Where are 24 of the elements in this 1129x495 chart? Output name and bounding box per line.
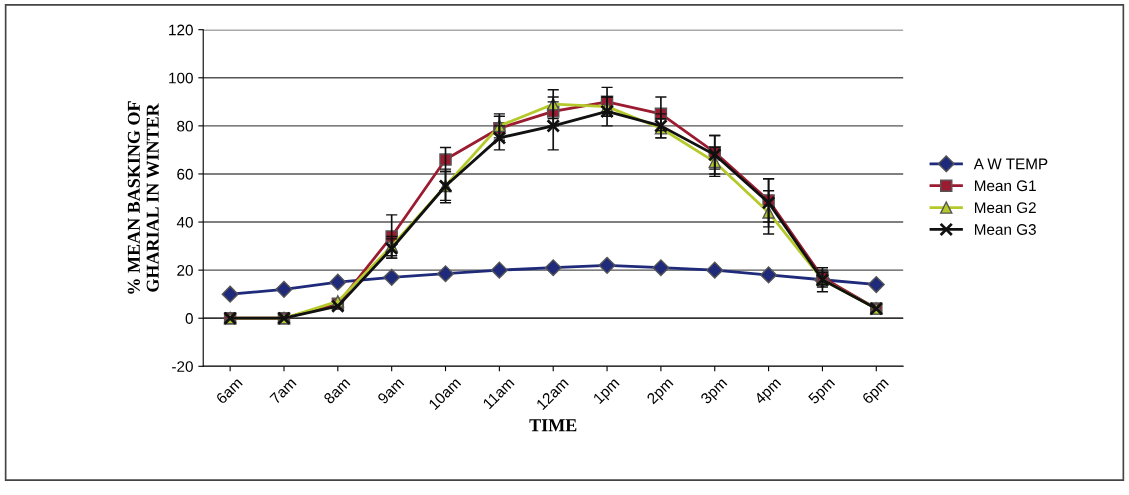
x-axis-title: TIME xyxy=(529,419,577,432)
legend-label: A W TEMP xyxy=(973,158,1048,170)
y-tick-label: 120 xyxy=(169,24,193,36)
x-tick-label: 8am xyxy=(323,377,351,405)
y-tick-label: -20 xyxy=(172,361,193,372)
x-tick-label: 9am xyxy=(376,377,405,405)
x-tick-label: 3pm xyxy=(699,377,730,407)
x-tick-label: 2pm xyxy=(646,377,676,407)
x-tick-label: 4pm xyxy=(753,377,784,407)
y-tick-label: 100 xyxy=(169,72,193,84)
legend-label: Mean G1 xyxy=(974,180,1036,192)
legend-label: Mean G3 xyxy=(974,224,1036,235)
y-tick-label: 20 xyxy=(177,265,193,276)
x-tick-label: 1pm xyxy=(592,377,622,407)
x-tick-label: 5pm xyxy=(807,377,838,407)
x-tick-label: 6pm xyxy=(861,377,892,407)
y-tick-label: 80 xyxy=(177,120,193,132)
y-tick-label: 60 xyxy=(177,168,193,180)
y-tick-label: 40 xyxy=(176,216,193,228)
x-tick-label: 7am xyxy=(269,377,297,405)
y-axis-title: % MEAN BASKING OF GHARIAL IN WINTER xyxy=(127,101,159,294)
x-tick-label: 6am xyxy=(215,377,243,405)
y-tick-label: 0 xyxy=(185,313,193,324)
legend-label: Mean G2 xyxy=(974,202,1036,214)
